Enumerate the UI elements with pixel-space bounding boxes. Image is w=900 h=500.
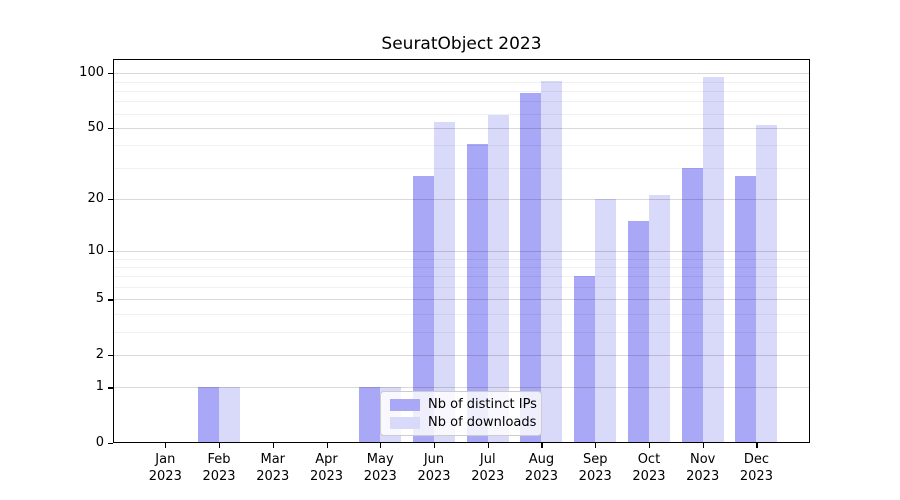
x-tick-mark — [434, 443, 436, 448]
y-tick-mark — [108, 250, 113, 253]
x-tick-label: May 2023 — [363, 452, 397, 484]
legend-item: Nb of downloads — [381, 414, 541, 430]
bar-distinct-ips — [466, 143, 488, 443]
y-tick-label: 10 — [87, 242, 104, 258]
x-tick-mark — [702, 443, 704, 448]
legend-swatch-distinct-ips — [390, 398, 420, 411]
bar-downloads — [702, 77, 724, 443]
bar-distinct-ips — [681, 167, 703, 443]
bar-distinct-ips — [735, 176, 757, 443]
x-tick-mark — [648, 443, 651, 448]
x-tick-mark — [380, 443, 382, 448]
x-tick-label: Aug 2023 — [524, 452, 559, 484]
y-tick-label: 50 — [87, 119, 104, 135]
x-tick-mark — [165, 443, 167, 448]
x-tick-mark — [487, 443, 489, 448]
y-tick-mark — [108, 127, 113, 130]
bar-distinct-ips — [413, 176, 434, 443]
bar-downloads — [219, 387, 241, 443]
bar-downloads — [648, 195, 670, 443]
x-tick-label: Jul 2023 — [471, 452, 505, 484]
legend-swatch-downloads — [390, 416, 420, 429]
x-tick-mark — [756, 443, 758, 448]
y-tick-label: 20 — [87, 191, 104, 207]
bar-downloads — [541, 80, 563, 443]
x-tick-label: Jun 2023 — [417, 452, 451, 484]
bar-downloads — [487, 114, 509, 443]
bar-distinct-ips — [627, 220, 649, 443]
y-tick-mark — [108, 354, 113, 357]
y-tick-label: 5 — [95, 291, 104, 307]
y-tick-mark — [108, 387, 113, 389]
y-tick-mark — [108, 73, 113, 75]
x-tick-label: Apr 2023 — [309, 452, 344, 484]
bar-distinct-ips — [574, 276, 596, 443]
chart-title: SeuratObject 2023 — [381, 34, 542, 54]
x-tick-label: Feb 2023 — [202, 452, 236, 484]
x-tick-mark — [595, 443, 597, 448]
x-tick-mark — [541, 443, 543, 448]
x-tick-label: Jan 2023 — [148, 452, 182, 484]
x-tick-mark — [219, 443, 221, 448]
x-tick-mark — [326, 443, 328, 448]
legend-label: Nb of distinct IPs — [428, 396, 537, 412]
y-tick-label: 1 — [95, 379, 104, 395]
x-tick-mark — [272, 443, 274, 448]
plot-area — [113, 59, 810, 443]
x-tick-label: Sep 2023 — [578, 452, 612, 484]
legend-item: Nb of distinct IPs — [381, 396, 541, 412]
bar-downloads — [756, 124, 778, 443]
y-tick-mark — [108, 299, 113, 301]
bar-downloads — [595, 199, 617, 443]
bar-distinct-ips — [198, 387, 220, 443]
bar-distinct-ips — [359, 387, 381, 443]
x-tick-label: Nov 2023 — [686, 452, 720, 484]
bar-distinct-ips — [520, 92, 542, 443]
y-tick-label: 100 — [79, 65, 104, 81]
y-tick-label: 2 — [95, 346, 104, 362]
legend: Nb of distinct IPs Nb of downloads — [380, 391, 542, 436]
y-tick-mark — [108, 443, 113, 445]
legend-label: Nb of downloads — [428, 414, 537, 430]
bar-downloads — [434, 121, 455, 443]
x-tick-label: Dec 2023 — [739, 452, 773, 484]
x-tick-label: Mar 2023 — [256, 452, 290, 484]
x-tick-label: Oct 2023 — [632, 452, 666, 484]
y-tick-label: 0 — [95, 435, 104, 450]
y-tick-mark — [108, 199, 113, 201]
